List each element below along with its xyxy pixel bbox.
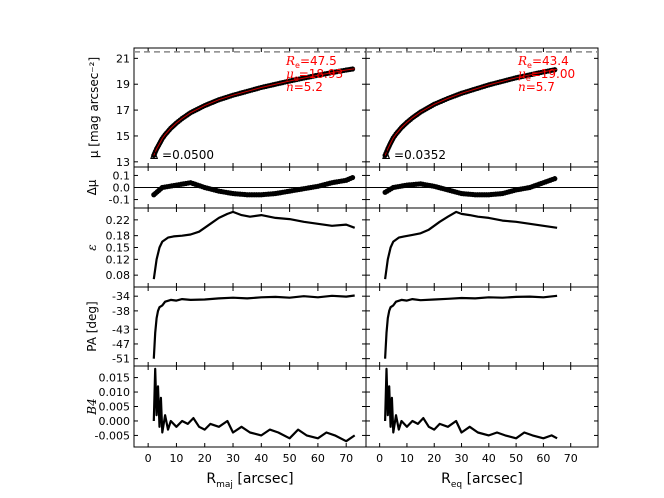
x-tick-label: 50 bbox=[283, 452, 297, 465]
x-tick-label: 40 bbox=[482, 452, 496, 465]
sersic-model-line bbox=[153, 68, 355, 156]
y-tick-label: 0.015 bbox=[99, 372, 131, 385]
x-tick-label: 30 bbox=[455, 452, 469, 465]
profile-line bbox=[384, 210, 558, 280]
panel-mu-eq: Re=43.4μe=19.00n=5.7 Δ =0.0352 bbox=[365, 47, 599, 168]
y-axis-label-mu: μ [mag arcsec⁻²] bbox=[87, 57, 101, 158]
x-tick-label: 40 bbox=[254, 452, 268, 465]
panel-pa-eq bbox=[365, 286, 599, 367]
y-tick-label: -47 bbox=[112, 338, 130, 351]
y-tick-label: 0.12 bbox=[106, 253, 131, 266]
fit-delta-label: Δ =0.0352 bbox=[382, 148, 446, 162]
y-tick-label: 13 bbox=[116, 156, 130, 169]
fit-re-label: Re=47.5 bbox=[285, 54, 337, 70]
panel-mu-maj: 13 15 17 19 21 Re=47.5μe=18.93n=5.2 Δ =0.0500 bbox=[116, 47, 367, 169]
y-axis-label-b4: B4 bbox=[85, 398, 99, 415]
y-tick-label: 0.22 bbox=[106, 214, 131, 227]
y-tick-label: 17 bbox=[116, 104, 130, 117]
data-point bbox=[552, 176, 558, 182]
y-tick-label: 0.0 bbox=[113, 182, 131, 195]
fit-n-label: n=5.7 bbox=[518, 80, 555, 94]
panel-frame bbox=[133, 207, 367, 288]
x-tick-label: 60 bbox=[311, 452, 325, 465]
x-tick-label: 20 bbox=[427, 452, 441, 465]
y-tick-label: 0.08 bbox=[106, 269, 131, 282]
y-tick-label: -34 bbox=[112, 290, 130, 303]
panel-dmu-eq bbox=[365, 166, 599, 209]
y-axis-label-pa: PA [deg] bbox=[85, 301, 99, 351]
sersic-model-line bbox=[384, 68, 558, 156]
panel-dmu-maj: -0.10.00.1 bbox=[109, 166, 367, 209]
y-tick-label: 0.15 bbox=[106, 242, 131, 255]
profile-line bbox=[384, 367, 558, 440]
y-tick-label: 0.000 bbox=[99, 415, 131, 428]
panel-eps-maj: 0.08 0.120.150.18 0.22 bbox=[106, 207, 367, 288]
y-tick-label: 0.18 bbox=[106, 230, 131, 243]
x-tick-label: 10 bbox=[400, 452, 414, 465]
y-tick-label: 21 bbox=[116, 52, 130, 65]
profile-line bbox=[152, 210, 356, 280]
x-tick-label: 0 bbox=[145, 452, 152, 465]
x-tick-label: 10 bbox=[169, 452, 183, 465]
data-points bbox=[382, 176, 558, 198]
y-axis-label-dmu: Δμ bbox=[85, 179, 99, 195]
x-tick-label: 70 bbox=[564, 452, 578, 465]
fit-re-label: Re=43.4 bbox=[517, 54, 569, 70]
fit-mue-label: μe=19.00 bbox=[518, 67, 575, 83]
x-tick-label: 70 bbox=[339, 452, 353, 465]
data-points bbox=[151, 174, 356, 198]
x-tick-label: 20 bbox=[198, 452, 212, 465]
x-tick-label: 0 bbox=[376, 452, 383, 465]
y-tick-label: -51 bbox=[112, 353, 130, 366]
fit-delta-label: Δ =0.0500 bbox=[150, 148, 214, 162]
data-point bbox=[349, 174, 356, 181]
y-tick-label: 0.005 bbox=[99, 401, 131, 414]
y-tick-label: -43 bbox=[112, 323, 130, 336]
profile-line bbox=[152, 294, 355, 359]
x-axis-label-maj: Rmaj [arcsec] bbox=[206, 471, 293, 490]
y-tick-label: -0.005 bbox=[95, 429, 130, 442]
y-tick-label: -38 bbox=[112, 305, 130, 318]
panel-frame bbox=[365, 365, 599, 448]
x-tick-label: 50 bbox=[509, 452, 523, 465]
x-tick-label: 60 bbox=[536, 452, 550, 465]
x-tick-label: 30 bbox=[226, 452, 240, 465]
panel-pa-maj: -34 -38 -43 -47 -51 bbox=[112, 286, 367, 367]
x-axis-label-eq: Req [arcsec] bbox=[441, 471, 523, 490]
profile-line bbox=[152, 367, 356, 443]
panel-eps-eq bbox=[365, 207, 599, 288]
y-tick-label: 15 bbox=[116, 130, 130, 143]
panel-b4-eq bbox=[365, 365, 599, 448]
y-axis-label-eps: ε bbox=[85, 244, 99, 250]
panel-frame bbox=[365, 207, 599, 288]
profile-line bbox=[384, 294, 558, 359]
y-tick-label: 0.1 bbox=[113, 169, 131, 182]
y-tick-label: 0.010 bbox=[99, 386, 131, 399]
y-tick-label: -0.1 bbox=[109, 194, 130, 207]
fit-mue-label: μe=18.93 bbox=[286, 67, 343, 83]
fit-n-label: n=5.2 bbox=[286, 80, 323, 94]
y-tick-label: 19 bbox=[116, 78, 130, 91]
